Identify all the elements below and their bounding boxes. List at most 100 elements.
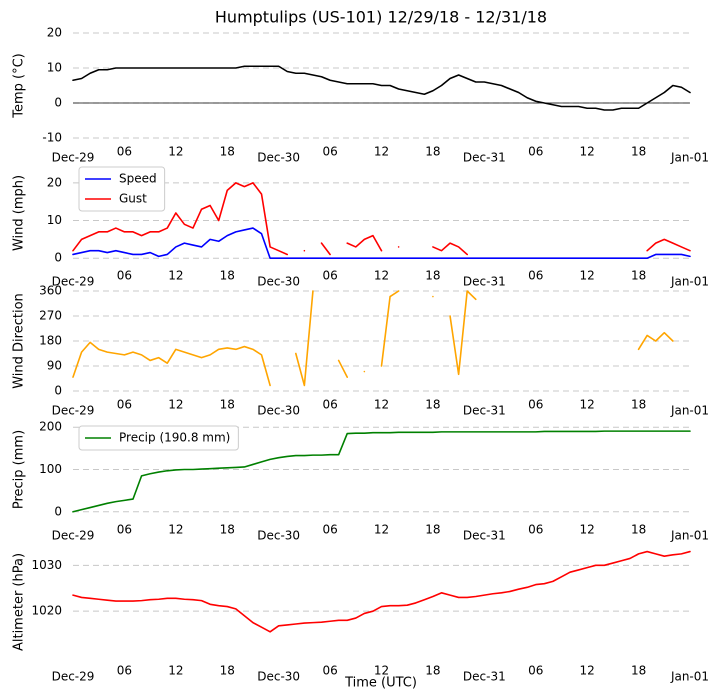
x-tick-label: Jan-01 xyxy=(670,404,709,418)
x-tick-label: 18 xyxy=(220,145,235,159)
x-tick-label: 12 xyxy=(374,523,389,537)
y-tick-label: 180 xyxy=(39,334,62,348)
x-tick-label: 12 xyxy=(374,145,389,159)
x-tick-label: 12 xyxy=(168,398,183,412)
legend-label: Speed xyxy=(119,172,157,186)
legend: Speed Gust xyxy=(78,166,166,212)
x-tick-label: Dec-29 xyxy=(52,404,95,418)
y-axis-label: Altimeter (hPa) xyxy=(12,553,27,651)
series-line xyxy=(72,550,691,633)
x-tick-label: 18 xyxy=(631,398,646,412)
series-line xyxy=(72,430,691,513)
x-tick-label: 18 xyxy=(425,145,440,159)
x-tick-label: Dec-30 xyxy=(257,670,300,684)
x-tick-label: Dec-29 xyxy=(52,529,95,543)
x-tick-label: 18 xyxy=(631,523,646,537)
y-tick-label: 0 xyxy=(54,251,62,265)
legend: Precip (190.8 mm) xyxy=(78,425,239,451)
y-tick-label: 1030 xyxy=(31,558,62,572)
y-tick-label: -10 xyxy=(42,131,62,145)
x-tick-label: Dec-31 xyxy=(463,404,506,418)
x-tick-label: 06 xyxy=(528,664,543,678)
y-axis-label: Temp (°C) xyxy=(12,53,27,119)
x-tick-label: 18 xyxy=(220,398,235,412)
y-tick-label: 360 xyxy=(39,284,62,298)
x-tick-label: Jan-01 xyxy=(670,670,709,684)
x-tick-label: 06 xyxy=(322,523,337,537)
x-tick-label: 12 xyxy=(374,664,389,678)
x-tick-label: 06 xyxy=(322,398,337,412)
x-tick-label: 12 xyxy=(374,398,389,412)
y-tick-label: 0 xyxy=(54,504,62,518)
x-tick-label: Jan-01 xyxy=(670,151,709,165)
y-tick-label: 20 xyxy=(47,26,62,40)
x-tick-label: 06 xyxy=(528,269,543,283)
x-tick-label: 18 xyxy=(631,269,646,283)
x-tick-label: 12 xyxy=(374,269,389,283)
y-tick-label: 10 xyxy=(47,213,62,227)
x-tick-label: 12 xyxy=(168,664,183,678)
x-tick-label: Jan-01 xyxy=(670,529,709,543)
x-tick-label: 06 xyxy=(117,269,132,283)
series-line xyxy=(72,182,691,256)
y-tick-label: 0 xyxy=(54,96,62,110)
x-tick-label: Dec-31 xyxy=(463,670,506,684)
x-tick-label: 12 xyxy=(580,269,595,283)
x-tick-label: 12 xyxy=(168,269,183,283)
y-axis-label: Wind (mph) xyxy=(12,175,27,251)
x-tick-label: 06 xyxy=(117,398,132,412)
x-tick-label: 06 xyxy=(528,145,543,159)
x-tick-label: 18 xyxy=(220,523,235,537)
x-tick-label: 18 xyxy=(220,664,235,678)
legend-box xyxy=(78,166,166,212)
y-axis-label: Wind Direction xyxy=(12,293,27,389)
x-tick-label: 12 xyxy=(580,664,595,678)
y-tick-label: 20 xyxy=(47,175,62,189)
series-line xyxy=(72,290,674,387)
y-tick-label: 1020 xyxy=(31,604,62,618)
legend-label: Precip (190.8 mm) xyxy=(119,431,230,445)
y-tick-label: 100 xyxy=(39,462,62,476)
y-tick-label: 270 xyxy=(39,309,62,323)
x-tick-label: 06 xyxy=(528,523,543,537)
series-line xyxy=(72,65,691,111)
x-tick-label: Dec-29 xyxy=(52,275,95,289)
x-tick-label: 18 xyxy=(631,145,646,159)
x-tick-label: Dec-31 xyxy=(463,529,506,543)
x-tick-label: 18 xyxy=(425,398,440,412)
x-tick-label: Dec-30 xyxy=(257,404,300,418)
x-tick-label: Dec-29 xyxy=(52,151,95,165)
x-tick-label: 06 xyxy=(322,269,337,283)
x-tick-label: 06 xyxy=(117,664,132,678)
y-tick-label: 90 xyxy=(47,359,62,373)
x-tick-label: 06 xyxy=(117,523,132,537)
x-tick-label: Dec-30 xyxy=(257,529,300,543)
x-tick-label: 06 xyxy=(117,145,132,159)
x-axis-label: Time (UTC) xyxy=(344,676,417,691)
x-tick-label: Dec-30 xyxy=(257,151,300,165)
x-tick-label: Dec-30 xyxy=(257,275,300,289)
x-tick-label: 18 xyxy=(425,269,440,283)
x-tick-label: 18 xyxy=(425,664,440,678)
chart-title: Humptulips (US-101) 12/29/18 - 12/31/18 xyxy=(215,8,547,27)
y-tick-label: 200 xyxy=(39,420,62,434)
legend-label: Gust xyxy=(119,192,147,206)
x-tick-label: 12 xyxy=(168,145,183,159)
x-tick-label: Jan-01 xyxy=(670,275,709,289)
x-tick-label: 12 xyxy=(580,145,595,159)
x-tick-label: 12 xyxy=(168,523,183,537)
y-axis-label: Precip (mm) xyxy=(12,430,27,509)
x-tick-label: 06 xyxy=(322,664,337,678)
x-tick-label: 06 xyxy=(528,398,543,412)
x-tick-label: Dec-31 xyxy=(463,275,506,289)
x-tick-label: Dec-29 xyxy=(52,670,95,684)
x-tick-label: 06 xyxy=(322,145,337,159)
x-tick-label: 18 xyxy=(220,269,235,283)
y-tick-label: 10 xyxy=(47,61,62,75)
x-tick-label: 18 xyxy=(425,523,440,537)
x-tick-label: 12 xyxy=(580,398,595,412)
series-line xyxy=(72,227,691,260)
x-tick-label: Dec-31 xyxy=(463,151,506,165)
x-tick-label: 18 xyxy=(631,664,646,678)
